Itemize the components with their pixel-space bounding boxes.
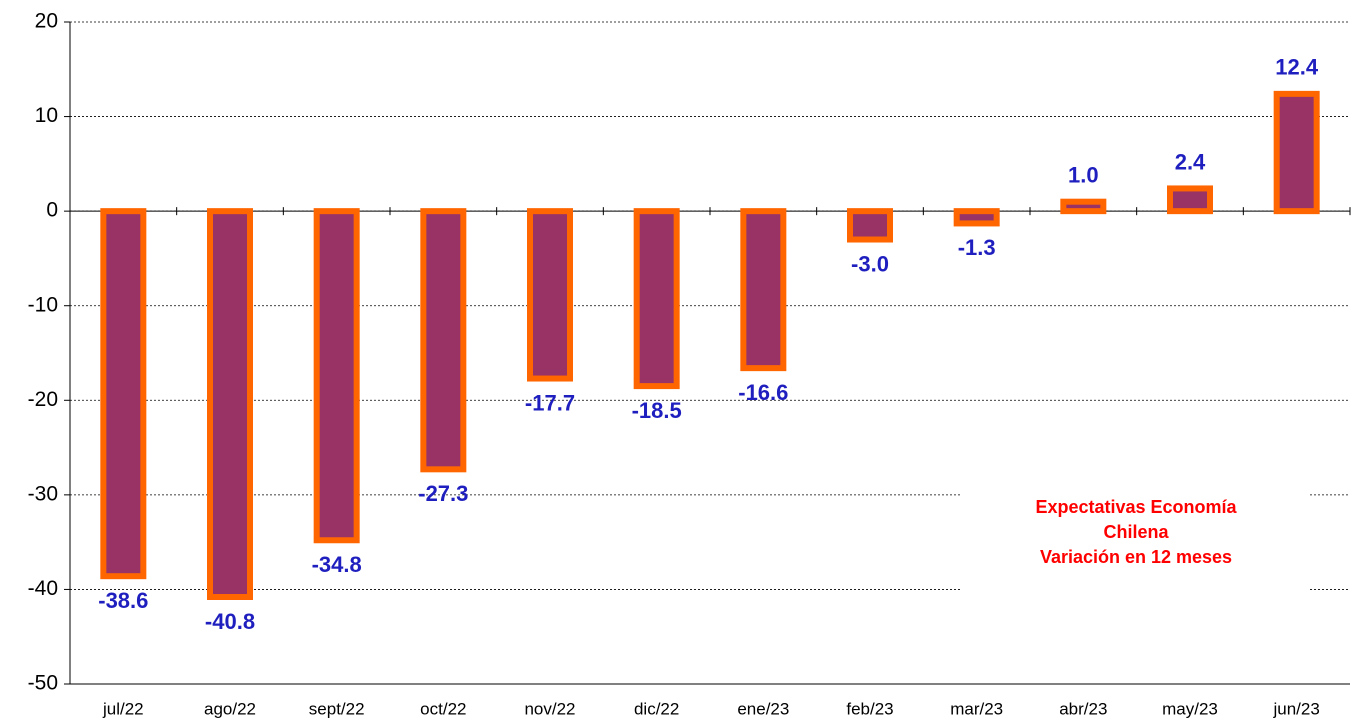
annotation: Chilena xyxy=(1103,522,1169,542)
value-label: -18.5 xyxy=(632,398,682,423)
value-label: -3.0 xyxy=(851,251,889,276)
value-label: -40.8 xyxy=(205,609,255,634)
x-tick-label: ago/22 xyxy=(204,699,256,718)
y-tick-label: 0 xyxy=(46,199,58,222)
x-tick-label: may/23 xyxy=(1162,699,1218,718)
value-label: 2.4 xyxy=(1175,149,1206,174)
value-label: 1.0 xyxy=(1068,162,1099,187)
bar xyxy=(1273,90,1320,215)
x-tick-label: ene/23 xyxy=(737,699,789,718)
bar xyxy=(740,208,787,372)
annotation: Expectativas Economía xyxy=(1035,497,1237,517)
bar xyxy=(313,208,360,544)
y-tick-label: -10 xyxy=(28,293,58,316)
bar xyxy=(953,208,1000,227)
x-tick-label: jul/22 xyxy=(102,699,144,718)
x-tick-label: oct/22 xyxy=(420,699,466,718)
annotation-box xyxy=(962,478,1310,596)
value-label: -38.6 xyxy=(98,588,148,613)
y-tick-label: -40 xyxy=(28,577,58,600)
y-tick-label: -20 xyxy=(28,388,58,411)
bar xyxy=(207,208,253,600)
bar xyxy=(527,208,573,382)
x-tick-label: feb/23 xyxy=(846,699,893,718)
bar xyxy=(420,208,467,473)
bar xyxy=(847,208,893,243)
value-label: -17.7 xyxy=(525,390,575,415)
x-tick-label: jun/23 xyxy=(1273,699,1320,718)
value-label: -1.3 xyxy=(958,235,996,260)
value-label: -27.3 xyxy=(418,481,468,506)
x-tick-label: sept/22 xyxy=(309,699,365,718)
value-label: 12.4 xyxy=(1275,55,1319,80)
bar xyxy=(100,208,147,580)
x-tick-label: dic/22 xyxy=(634,699,679,718)
value-label: -16.6 xyxy=(738,380,788,405)
x-tick-label: abr/23 xyxy=(1059,699,1107,718)
x-tick-label: nov/22 xyxy=(524,699,575,718)
y-tick-label: 20 xyxy=(35,10,58,33)
bar xyxy=(633,208,680,390)
annotation: Variación en 12 meses xyxy=(1040,547,1232,567)
bar xyxy=(1060,198,1107,215)
x-tick-label: mar/23 xyxy=(950,699,1003,718)
y-tick-label: 10 xyxy=(35,104,58,127)
value-label: -34.8 xyxy=(312,552,362,577)
y-tick-label: -30 xyxy=(28,482,58,505)
y-tick-label: -50 xyxy=(28,672,58,695)
bar xyxy=(1167,185,1213,215)
